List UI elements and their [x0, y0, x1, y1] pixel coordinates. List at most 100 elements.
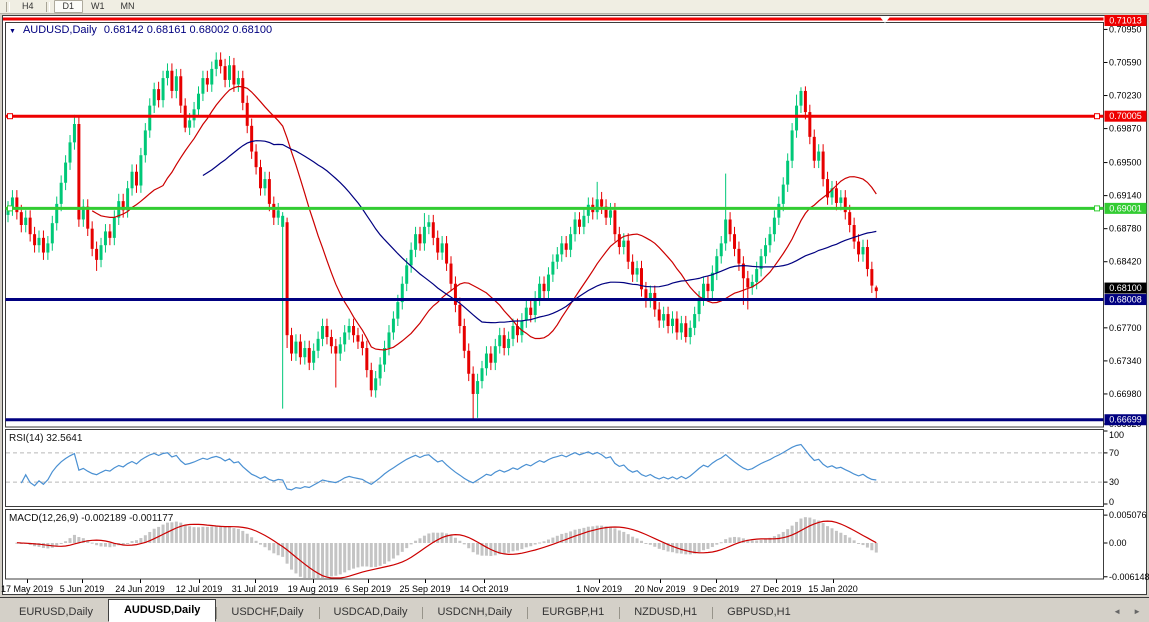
period-button-h4[interactable]: H4 [22, 1, 34, 11]
candle-body [834, 188, 838, 203]
candle-body [671, 318, 674, 326]
candle-body [861, 247, 865, 255]
chart-tab-usdcad[interactable]: USDCAD,Daily [318, 603, 423, 622]
candle-body [188, 120, 192, 128]
tab-scroll-right-icon[interactable]: ► [1133, 606, 1141, 616]
macd-histogram-bar [267, 543, 271, 551]
macd-histogram-bar [59, 543, 63, 544]
macd-histogram-bar [343, 543, 347, 573]
macd-histogram-bar [298, 543, 302, 577]
chart-tab-audusd[interactable]: AUDUSD,Daily [107, 599, 217, 622]
candle-body [64, 162, 68, 183]
macd-histogram-bar [511, 543, 515, 552]
level-price-box-label: 0.71013 [1109, 16, 1142, 26]
macd-histogram-bar [684, 543, 688, 555]
chart-tab-usdchf[interactable]: USDCHF,Daily [216, 603, 318, 622]
candle-body [733, 234, 737, 249]
candle-body [254, 151, 258, 168]
candle-body [826, 179, 830, 198]
candle-body [582, 215, 586, 227]
candle-body [803, 90, 807, 113]
macd-histogram-bar [281, 543, 285, 557]
price-tick-label: 0.67700 [1109, 323, 1142, 333]
candle-body [551, 261, 555, 275]
macd-histogram-bar [55, 543, 59, 547]
candle-body [290, 335, 294, 354]
macd-histogram-bar [188, 526, 192, 543]
chart-tab-usdcnh[interactable]: USDCNH,Daily [422, 603, 527, 622]
macd-histogram-bar [427, 533, 431, 543]
macd-histogram-bar [462, 543, 466, 545]
chart-tab-eurgbp[interactable]: EURGBP,H1 [527, 603, 619, 622]
candle-body [436, 237, 440, 253]
macd-histogram-bar [152, 528, 156, 543]
candle-body [706, 283, 710, 292]
candle-body [480, 368, 484, 382]
hline-handle[interactable] [1094, 205, 1100, 212]
candle-body [272, 203, 276, 218]
macd-histogram-bar [418, 538, 422, 543]
candle-body [338, 344, 342, 354]
macd-histogram-bar [338, 543, 342, 575]
macd-histogram-bar [755, 540, 759, 543]
macd-histogram-bar [741, 538, 745, 543]
candle-body [498, 335, 502, 347]
hline-handle[interactable] [1094, 113, 1100, 120]
macd-histogram-bar [334, 543, 338, 576]
candle-body [205, 78, 209, 85]
candle-body [790, 130, 794, 161]
macd-histogram-bar [303, 543, 307, 578]
chart-tab-eurusd[interactable]: EURUSD,Daily [19, 606, 93, 618]
level-price-box [1104, 202, 1147, 214]
candle-body [710, 272, 714, 292]
candle-body [715, 256, 719, 273]
macd-histogram-bar [378, 543, 382, 566]
macd-histogram-bar [126, 543, 130, 544]
candle-body [391, 318, 395, 333]
candle-body [542, 283, 546, 292]
candle-body [201, 78, 205, 94]
date-tick-label: 25 Sep 2019 [399, 584, 450, 594]
macd-histogram-bar [383, 543, 387, 564]
candle-body [502, 335, 506, 349]
candle-body [347, 326, 351, 333]
macd-histogram-bar [312, 543, 316, 578]
macd-histogram-bar [223, 526, 227, 543]
chevron-down-icon[interactable]: ▼ [9, 27, 16, 35]
candle-body [86, 206, 90, 229]
candle-body [28, 217, 32, 235]
candle-body [210, 68, 214, 85]
macd-histogram-bar [219, 525, 223, 543]
period-button-d1[interactable]: D1 [53, 0, 84, 13]
candle-body [267, 179, 271, 204]
macd-histogram-bar [157, 526, 161, 543]
candle-body [241, 78, 245, 103]
macd-histogram-bar [143, 535, 147, 543]
hline-handle[interactable] [7, 113, 13, 120]
candle-body [830, 188, 834, 198]
macd-histogram-bar [608, 526, 612, 543]
candle-body [608, 210, 612, 218]
macd-histogram-bar [759, 539, 763, 543]
price-tick-label: 0.69140 [1109, 191, 1142, 201]
macd-histogram-bar [276, 543, 280, 556]
macd-histogram-bar [458, 540, 462, 543]
macd-histogram-bar [861, 543, 865, 546]
candle-body [724, 219, 728, 244]
period-button-w1[interactable]: W1 [91, 1, 105, 11]
macd-histogram-bar [724, 539, 728, 543]
chart-tab-gbpusd[interactable]: GBPUSD,H1 [712, 603, 806, 622]
macd-histogram-bar [360, 543, 364, 567]
candle-body [422, 226, 426, 244]
period-button-mn[interactable]: MN [120, 1, 135, 11]
hline-handle[interactable] [7, 205, 13, 212]
macd-histogram-bar [72, 534, 76, 543]
macd-histogram-bar [259, 543, 263, 545]
candle-body [445, 243, 449, 264]
chart-tab-nzdusd[interactable]: NZDUSD,H1 [619, 603, 712, 622]
candle-body [24, 217, 28, 225]
price-tick-label: 0.70950 [1109, 24, 1142, 34]
macd-histogram-bar [600, 525, 604, 543]
tab-scroll-left-icon[interactable]: ◄ [1113, 606, 1122, 616]
